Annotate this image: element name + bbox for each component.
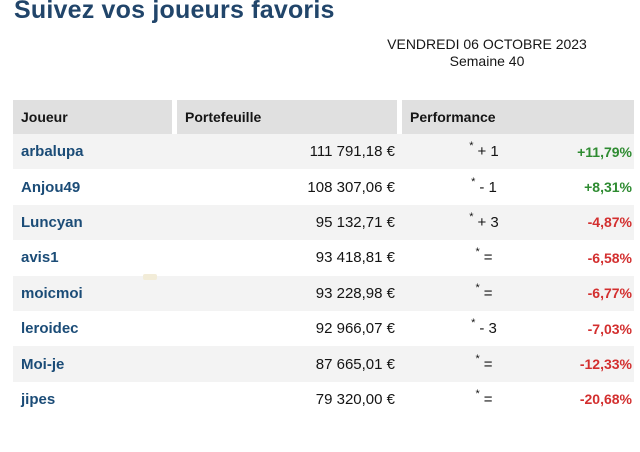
rank-change-value: =	[483, 284, 493, 302]
footnote-asterisk: *	[471, 317, 476, 330]
footnote-asterisk: *	[475, 281, 480, 294]
rank-change-value: =	[483, 390, 493, 408]
rank-change: * =	[397, 352, 571, 373]
rank-change: * - 3	[397, 317, 571, 338]
rank-change-value: + 3	[477, 213, 499, 231]
render-artifact	[143, 274, 157, 280]
rank-change-value: + 1	[477, 143, 499, 161]
performance-value: -6,77%	[587, 285, 632, 302]
portfolio-value: 95 132,71 €	[315, 213, 395, 231]
date-block: VENDREDI 06 OCTOBRE 2023 Semaine 40	[340, 36, 634, 70]
player-link[interactable]: jipes	[21, 390, 56, 408]
performance-value: -20,68%	[579, 391, 632, 408]
players-table: Joueur Portefeuille Performance arbalupa…	[13, 100, 634, 418]
portfolio-value: 111 791,18 €	[309, 143, 395, 161]
table-row: arbalupa 111 791,18 € * + 1 +11,79%	[13, 134, 634, 170]
rank-change-value: =	[483, 355, 493, 373]
portfolio-value: 92 966,07 €	[315, 320, 395, 338]
footnote-asterisk: *	[469, 210, 474, 223]
date-line: VENDREDI 06 OCTOBRE 2023	[387, 36, 587, 52]
portfolio-value: 87 665,01 €	[315, 355, 395, 373]
table-row: Luncyan 95 132,71 € * + 3 -4,87%	[13, 204, 634, 241]
performance-value: -4,87%	[587, 214, 632, 231]
rank-change: * + 3	[397, 210, 571, 231]
table-row: jipes 79 320,00 € * = -20,68%	[13, 381, 634, 418]
performance-value: +8,31%	[584, 179, 632, 196]
rank-change-value: - 1	[479, 178, 497, 196]
rank-change-value: =	[483, 249, 493, 267]
portfolio-value: 93 228,98 €	[315, 284, 395, 302]
performance-value: -12,33%	[579, 356, 632, 373]
performance-value: +11,79%	[577, 143, 632, 160]
footnote-asterisk: *	[471, 175, 476, 188]
footnote-asterisk: *	[475, 246, 480, 259]
rank-change: * =	[397, 387, 571, 408]
player-link[interactable]: Moi-je	[21, 355, 65, 373]
table-header-row: Joueur Portefeuille Performance	[13, 100, 634, 134]
player-link[interactable]: avis1	[21, 249, 59, 267]
table-row: moicmoi 93 228,98 € * = -6,77%	[13, 275, 634, 311]
footnote-asterisk: *	[475, 352, 480, 365]
footnote-asterisk: *	[475, 387, 480, 400]
column-header-performance: Performance	[402, 100, 634, 134]
player-link[interactable]: Luncyan	[21, 213, 83, 231]
player-link[interactable]: Anjou49	[21, 178, 81, 196]
page-title: Suivez vos joueurs favoris	[14, 0, 335, 24]
column-header-player: Joueur	[13, 100, 172, 134]
table-row: avis1 93 418,81 € * = -6,58%	[13, 240, 634, 276]
table-row: leroidec 92 966,07 € * - 3 -7,03%	[13, 310, 634, 347]
performance-value: -6,58%	[587, 249, 632, 266]
rank-change: * =	[397, 246, 571, 267]
week-line: Semaine 40	[449, 53, 525, 69]
player-link[interactable]: leroidec	[21, 320, 79, 338]
player-link[interactable]: moicmoi	[21, 284, 83, 302]
portfolio-value: 79 320,00 €	[315, 390, 395, 408]
rank-change: * + 1	[397, 140, 571, 161]
rank-change-value: - 3	[479, 320, 497, 338]
table-row: Anjou49 108 307,06 € * - 1 +8,31%	[13, 169, 634, 205]
performance-value: -7,03%	[587, 320, 632, 337]
footnote-asterisk: *	[469, 140, 474, 153]
column-header-portfolio: Portefeuille	[177, 100, 397, 134]
rank-change: * - 1	[397, 175, 571, 196]
table-row: Moi-je 87 665,01 € * = -12,33%	[13, 346, 634, 382]
portfolio-value: 93 418,81 €	[315, 249, 395, 267]
player-link[interactable]: arbalupa	[21, 143, 84, 161]
portfolio-value: 108 307,06 €	[307, 178, 395, 196]
rank-change: * =	[397, 281, 571, 302]
